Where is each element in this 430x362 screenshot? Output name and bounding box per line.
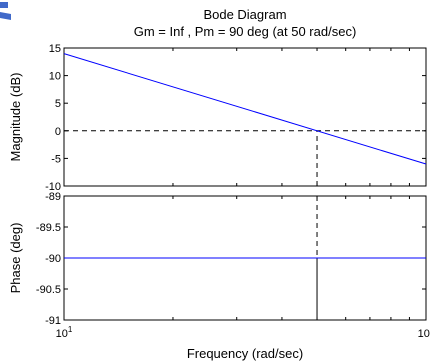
chart-subtitle: Gm = Inf , Pm = 90 deg (at 50 rad/sec) [134,24,357,39]
magnitude-y-tick-label: 10 [49,71,61,83]
phase-y-tick-label: -91 [45,315,61,327]
phase-y-tick-label: -89 [45,191,61,203]
corner-fragment-mark-2 [0,12,11,20]
magnitude-y-tick-label: 0 [55,126,61,138]
phase-y-tick-label: -89.5 [36,222,61,234]
phase-y-tick-label: -90 [45,253,61,265]
x-tick-label: 101 [56,325,73,340]
magnitude-y-tick-label: 5 [55,98,61,110]
chart-title: Bode Diagram [203,7,286,22]
magnitude-axes-frame [63,47,427,187]
magnitude-y-tick-label: -5 [51,153,61,165]
phase-panel: -89 -89.5 -90 -90.5 -91 Phase (deg) [8,191,427,327]
phase-y-axis-label: Phase (deg) [8,223,23,294]
phase-y-tick-label: -90.5 [36,284,61,296]
magnitude-y-axis-label: Magnitude (dB) [8,73,23,162]
magnitude-y-tick-label: 15 [49,43,61,55]
magnitude-y-tick-label: -10 [45,181,61,193]
x-tick-label: 102 [418,325,430,340]
magnitude-panel: 15 10 5 0 -5 -10 Magnitude (dB) [8,43,427,193]
magnitude-series-line [63,53,427,165]
corner-fragment-mark [0,2,8,8]
x-axis-label: Frequency (rad/sec) [187,346,303,361]
